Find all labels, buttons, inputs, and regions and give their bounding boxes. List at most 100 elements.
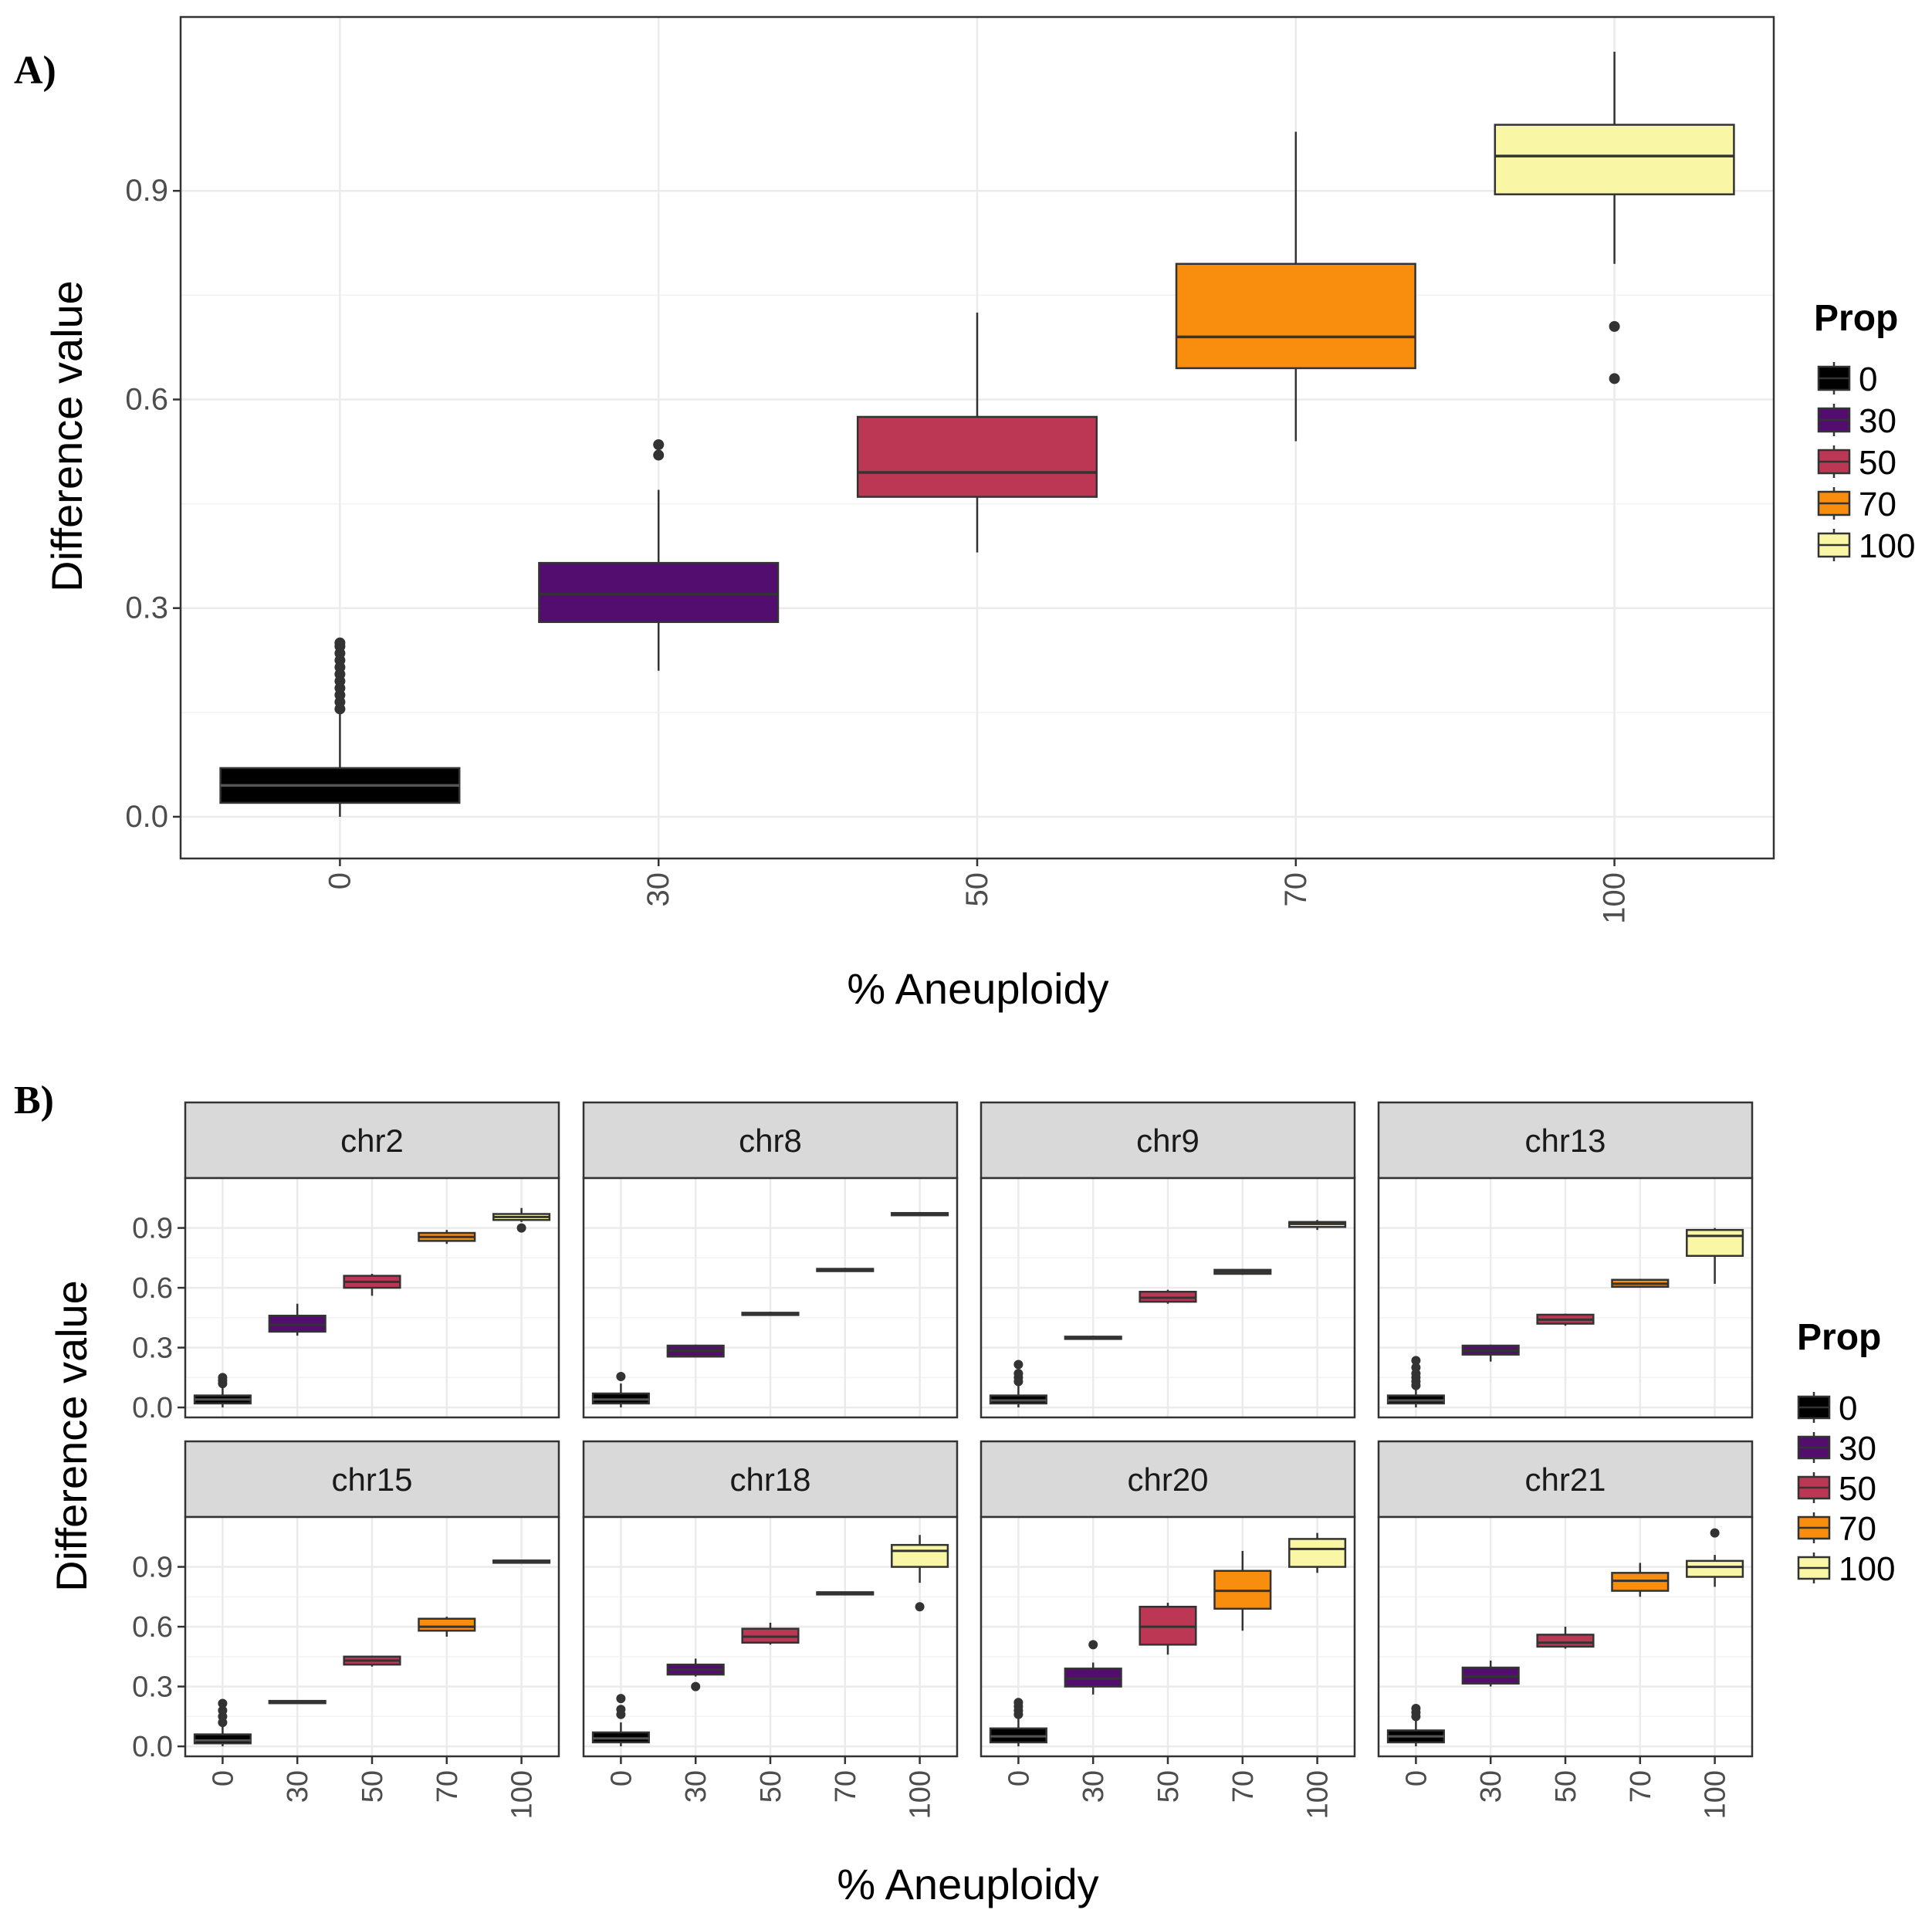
facet-chr18: chr18 0 30 50 70 100 — [582, 1440, 959, 1819]
a-outlier — [653, 439, 665, 451]
b-chr2-outlier — [218, 1373, 228, 1383]
b-chr20-box-70 — [1213, 1550, 1272, 1631]
a-box-30 — [538, 439, 780, 671]
b-chr13-box-30 — [1461, 1344, 1520, 1362]
b-chr20-xtick-label: 70 — [1227, 1770, 1260, 1803]
b-chr20-box-50 — [1139, 1603, 1197, 1655]
b-chr2-ytick-label: 0.6 — [132, 1272, 173, 1305]
b-chr15-xtick-label: 0 — [207, 1770, 239, 1786]
a-outlier — [1609, 320, 1620, 332]
panel-a-ylabel: Difference value — [42, 280, 91, 592]
b-chr18-box-rect — [891, 1543, 949, 1568]
b-chr20-xtick-label: 0 — [1003, 1770, 1035, 1786]
b-chr13-box-rect — [1686, 1228, 1744, 1257]
a-box-rect — [1494, 124, 1735, 195]
b-chr2-ytick-label: 0.9 — [132, 1213, 173, 1245]
facet-chr9: chr9 — [980, 1101, 1356, 1419]
legend-b-entry-label: 70 — [1839, 1510, 1876, 1548]
b-chr18-xtick-label: 30 — [680, 1770, 712, 1803]
b-chr15-box-rect — [193, 1733, 252, 1745]
b-chr13-box-70 — [1611, 1278, 1670, 1288]
b-chr21-box-50 — [1536, 1627, 1595, 1649]
b-chr2-box-0 — [193, 1373, 252, 1408]
b-chr21-xtick-label: 50 — [1550, 1770, 1582, 1803]
facet-strip-label: chr21 — [1524, 1461, 1605, 1498]
b-chr8-box-0 — [591, 1372, 650, 1408]
b-chr15-box-100 — [492, 1559, 551, 1564]
panel-a-plot: 0.0 0.3 0.6 0.9 0 30 50 70 100 — [125, 15, 1775, 924]
b-chr2-box-70 — [418, 1230, 476, 1244]
b-chr18-outlier — [915, 1602, 925, 1612]
b-chr15-ytick-label: 0.3 — [132, 1671, 173, 1704]
a-ytick-label: 0.3 — [125, 591, 168, 625]
b-chr9-box-50 — [1139, 1289, 1197, 1304]
b-chr15-box-50 — [343, 1655, 401, 1667]
b-chr2-box-100 — [492, 1207, 551, 1233]
b-chr13-outlier — [1411, 1363, 1421, 1373]
b-chr15-box-30 — [268, 1699, 327, 1705]
a-xtick-label: 0 — [323, 872, 357, 889]
panel-a-legend: Prop 0 30 50 70 100 — [1814, 298, 1915, 565]
b-chr2-box-50 — [343, 1274, 401, 1296]
a-xtick-label: 30 — [641, 872, 675, 907]
b-chr15-ytick-label: 0.6 — [132, 1611, 173, 1644]
legend-a-title: Prop — [1814, 298, 1898, 339]
legend-a-entry-label: 70 — [1859, 486, 1896, 523]
b-chr13-panel-border — [1377, 1177, 1754, 1419]
a-box-0 — [219, 637, 461, 817]
b-chr18-outlier — [616, 1705, 626, 1715]
facet-chr20: chr20 0 30 50 70 100 — [980, 1440, 1356, 1819]
facet-strip — [1377, 1440, 1754, 1519]
b-chr9-box-0 — [989, 1360, 1047, 1408]
b-chr20-box-rect — [1288, 1538, 1347, 1568]
b-chr9-box-30 — [1064, 1336, 1122, 1340]
facet-chr21: chr21 0 30 50 70 100 — [1377, 1440, 1754, 1819]
panel-a-xlabel: % Aneuploidy — [847, 964, 1108, 1013]
b-chr15-box-0 — [193, 1698, 252, 1747]
legend-b-entry-label: 0 — [1839, 1390, 1857, 1427]
a-xtick-label: 70 — [1279, 872, 1313, 907]
b-chr8-outlier — [616, 1372, 626, 1382]
a-xtick-label: 100 — [1598, 872, 1632, 924]
facet-strip-label: chr20 — [1127, 1461, 1208, 1498]
b-chr15-outlier — [218, 1705, 228, 1715]
facet-strip-label: chr9 — [1136, 1123, 1199, 1159]
legend-a-entry-label: 0 — [1859, 361, 1877, 398]
b-chr21-box-30 — [1461, 1661, 1520, 1687]
b-chr13-box-50 — [1536, 1313, 1595, 1326]
b-chr8-box-100 — [891, 1211, 949, 1217]
panel-a-label: A) — [14, 49, 56, 93]
b-chr21-box-rect — [1686, 1559, 1744, 1578]
b-chr21-outlier — [1710, 1528, 1720, 1538]
b-chr8-box-30 — [666, 1344, 725, 1358]
b-chr8-panel-border — [582, 1177, 959, 1419]
b-chr13-box-100 — [1686, 1228, 1744, 1284]
b-chr18-box-30 — [666, 1658, 725, 1691]
b-chr18-outlier — [691, 1681, 701, 1691]
a-box-rect — [1175, 262, 1416, 370]
b-chr9-outlier — [1013, 1360, 1024, 1370]
b-chr18-box-70 — [816, 1591, 875, 1596]
a-outlier — [334, 637, 346, 648]
b-chr20-xtick-label: 50 — [1152, 1770, 1185, 1803]
facet-strip — [184, 1101, 560, 1180]
a-box-100 — [1494, 52, 1735, 384]
b-chr20-outlier — [1088, 1640, 1098, 1650]
panel-b-ylabel: Difference value — [47, 1280, 96, 1592]
legend-b-entry-label: 100 — [1839, 1550, 1895, 1588]
legend-b-title: Prop — [1797, 1317, 1881, 1358]
a-box-50 — [856, 312, 1098, 553]
a-outlier — [653, 449, 665, 461]
b-chr21-xtick-label: 100 — [1700, 1770, 1732, 1819]
b-chr15-outlier — [218, 1698, 228, 1708]
a-box-rect — [856, 415, 1098, 498]
b-chr15-xtick-label: 30 — [282, 1770, 314, 1803]
b-chr18-xtick-label: 0 — [605, 1770, 638, 1786]
b-chr2-panel-border — [184, 1177, 560, 1419]
b-chr9-outlier — [1013, 1369, 1024, 1379]
b-chr18-box-0 — [591, 1694, 650, 1747]
b-chr20-xtick-label: 30 — [1078, 1770, 1110, 1803]
panel-b-label: B) — [14, 1079, 54, 1123]
b-chr2-ytick-label: 0.0 — [132, 1392, 173, 1424]
